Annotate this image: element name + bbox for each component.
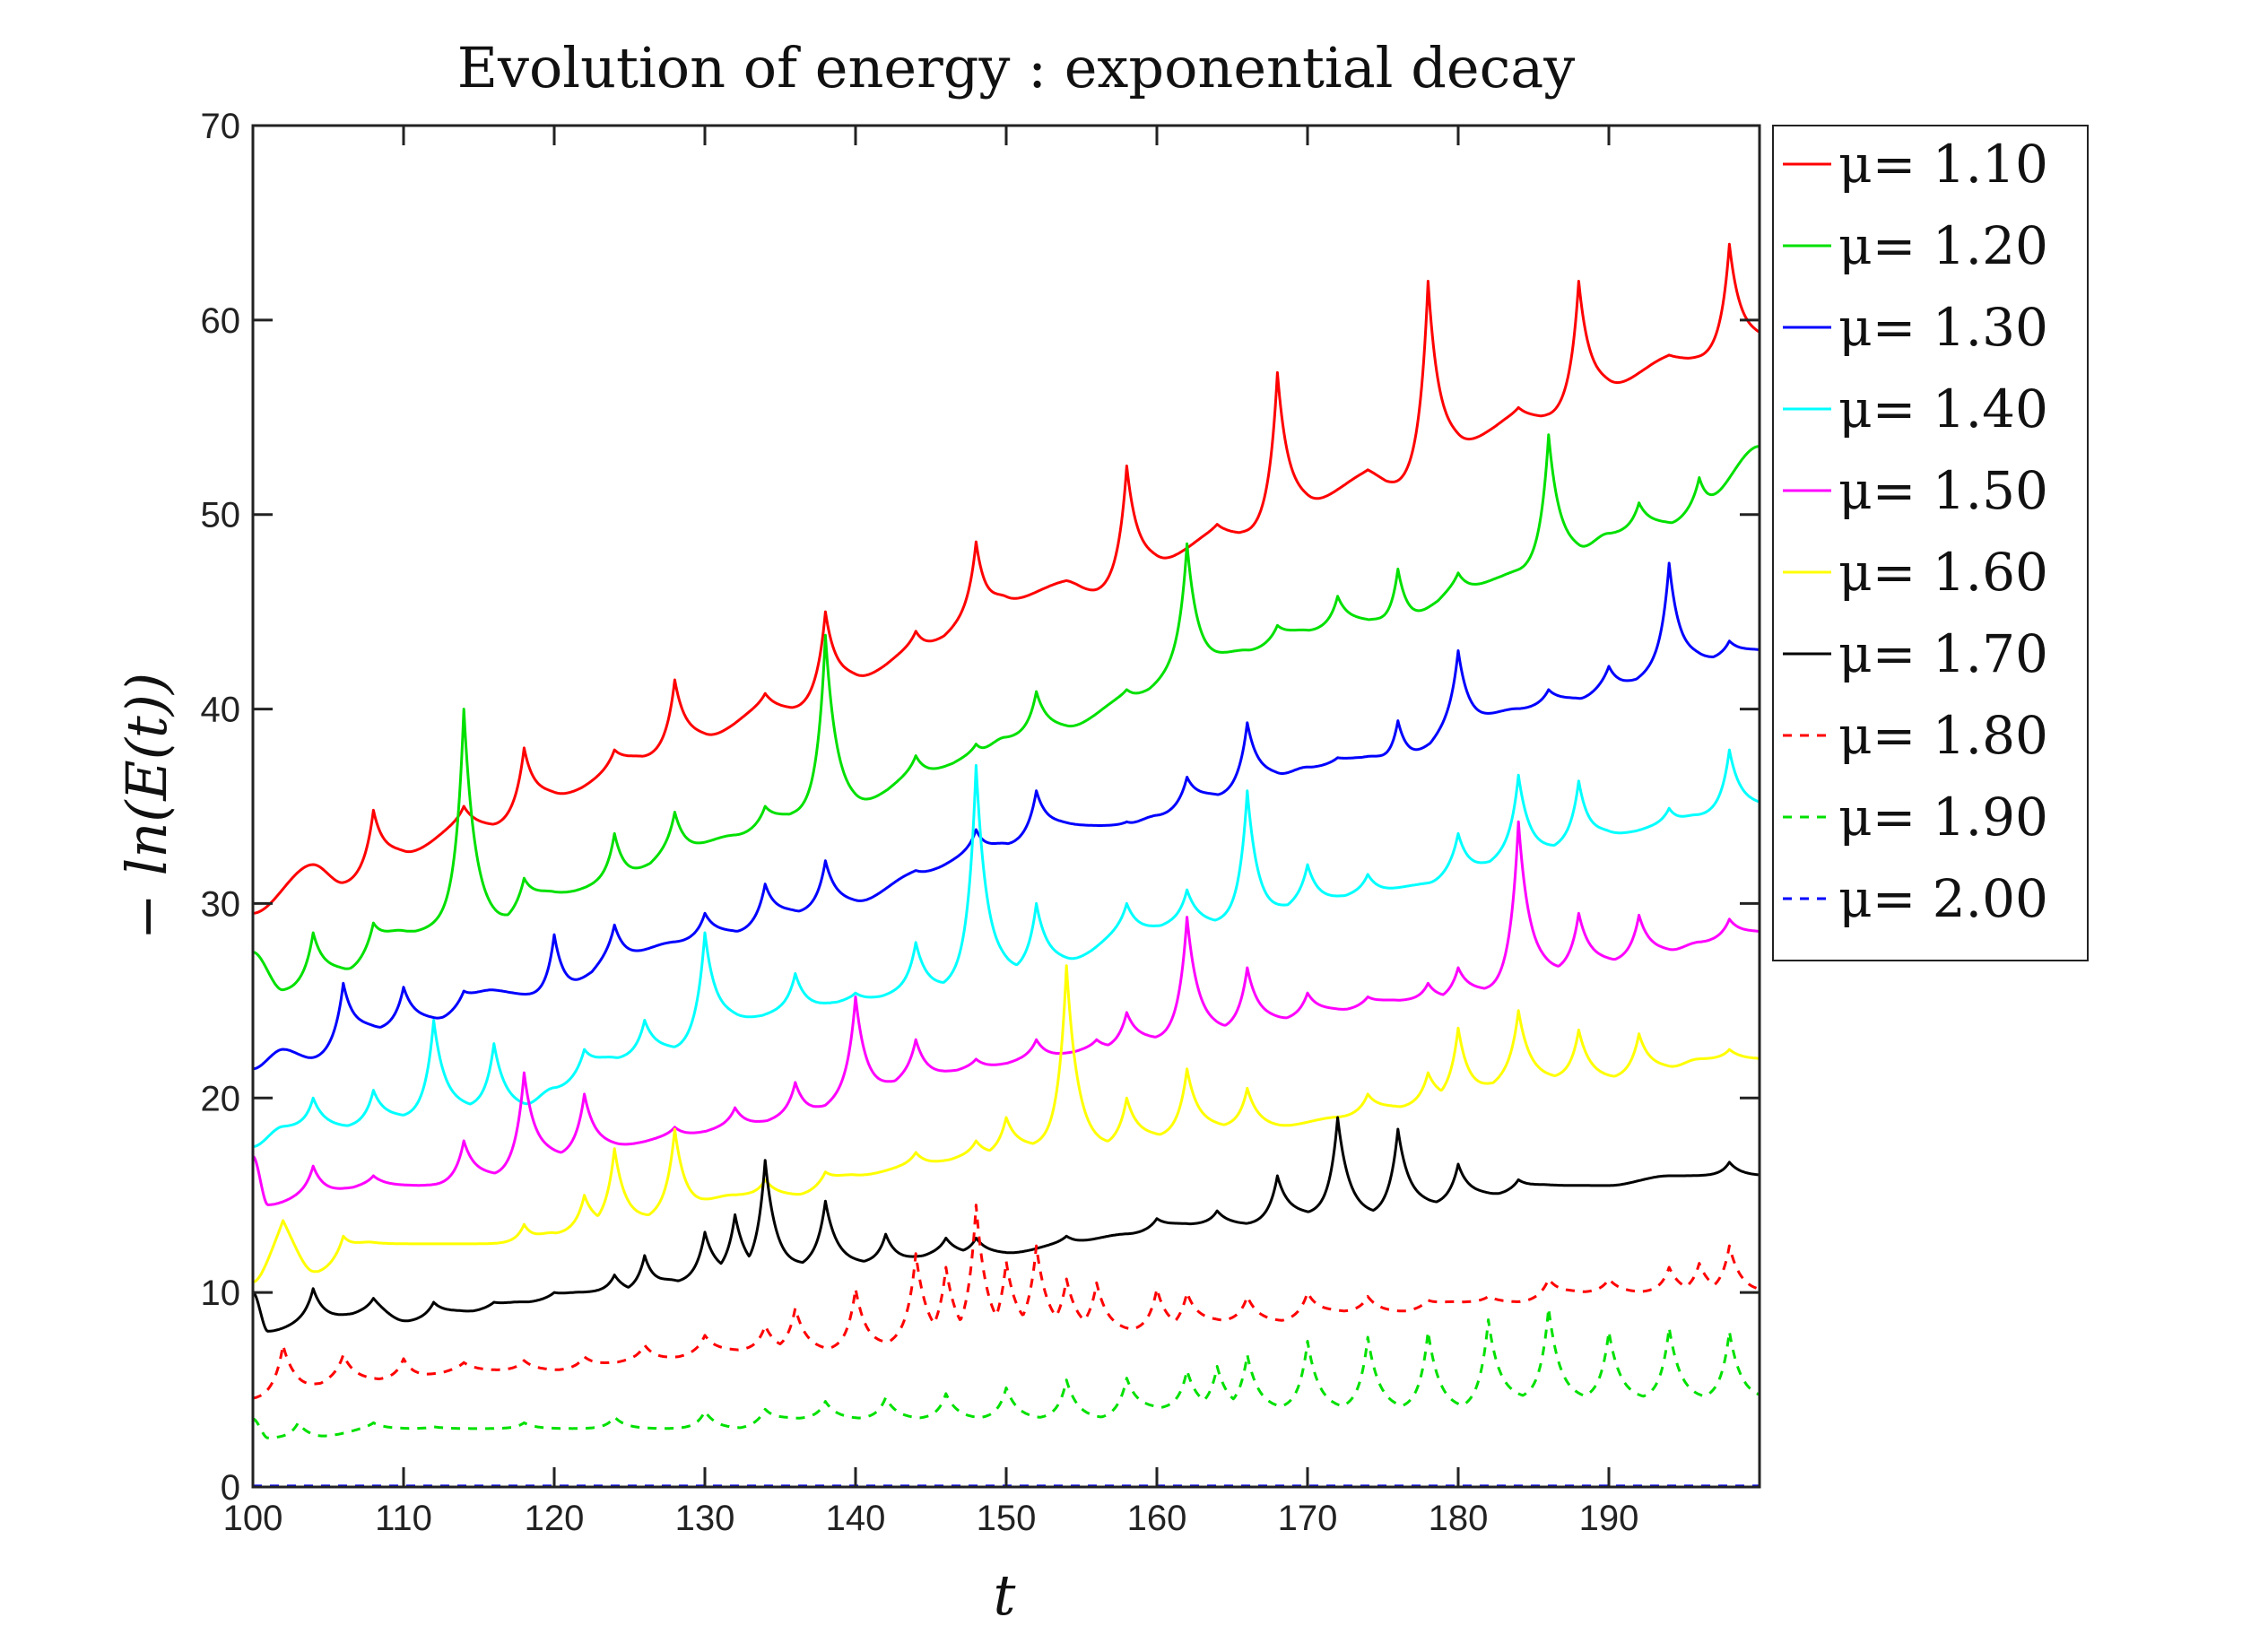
x-tick-label: 180 [1429, 1499, 1489, 1538]
legend-box [1772, 125, 2089, 961]
y-tick-label: 30 [201, 884, 241, 924]
series-line [252, 820, 1760, 1206]
x-tick-label: 110 [375, 1499, 432, 1538]
x-tick-label: 100 [223, 1499, 283, 1538]
x-tick-label: 140 [826, 1499, 886, 1538]
series-line [252, 242, 1760, 915]
chart-title: Evolution of energy : exponential decay [457, 35, 1576, 100]
legend-label: μ= 1.30 [1838, 297, 2048, 358]
legend-label: μ= 1.70 [1838, 623, 2048, 684]
series-line [252, 748, 1760, 1148]
x-tick-label: 150 [977, 1499, 1037, 1538]
series-line [252, 964, 1760, 1284]
series-line [252, 433, 1760, 992]
x-axis: 100 110 120 130 140 150 160 170 180 190 [223, 126, 1639, 1538]
legend-label: μ= 1.10 [1838, 134, 2048, 195]
y-axis: 0 10 20 30 40 50 60 70 [201, 107, 1760, 1508]
y-tick-label: 20 [201, 1079, 241, 1118]
y-tick-label: 0 [221, 1468, 240, 1508]
legend-label: μ= 1.80 [1838, 705, 2048, 766]
y-tick-label: 60 [201, 301, 241, 341]
x-tick-label: 130 [675, 1499, 735, 1538]
x-tick-label: 120 [525, 1499, 585, 1538]
legend-label: μ= 1.60 [1838, 542, 2048, 603]
y-tick-label: 10 [201, 1274, 241, 1313]
x-axis-label: t [994, 1562, 1016, 1628]
legend-label: μ= 1.50 [1838, 460, 2048, 521]
series-line [252, 1307, 1760, 1439]
x-tick-label: 160 [1127, 1499, 1187, 1538]
series-line [252, 1116, 1760, 1333]
legend: μ= 1.10 μ= 1.20 μ= 1.30 μ= 1.40 μ= 1.50 μ= 1.… [1772, 125, 2089, 961]
legend-label: μ= 1.20 [1838, 215, 2048, 276]
y-axis-label: − ln(E(t)) [114, 673, 179, 940]
series-line [252, 561, 1760, 1071]
legend-label: μ= 1.90 [1838, 787, 2048, 848]
y-tick-label: 40 [201, 691, 241, 730]
legend-label: μ= 1.40 [1838, 378, 2048, 439]
legend-label: μ= 2.00 [1838, 868, 2048, 929]
x-tick-label: 190 [1579, 1499, 1639, 1538]
y-tick-label: 50 [201, 496, 241, 535]
y-tick-label: 70 [201, 107, 241, 146]
x-tick-label: 170 [1278, 1499, 1338, 1538]
